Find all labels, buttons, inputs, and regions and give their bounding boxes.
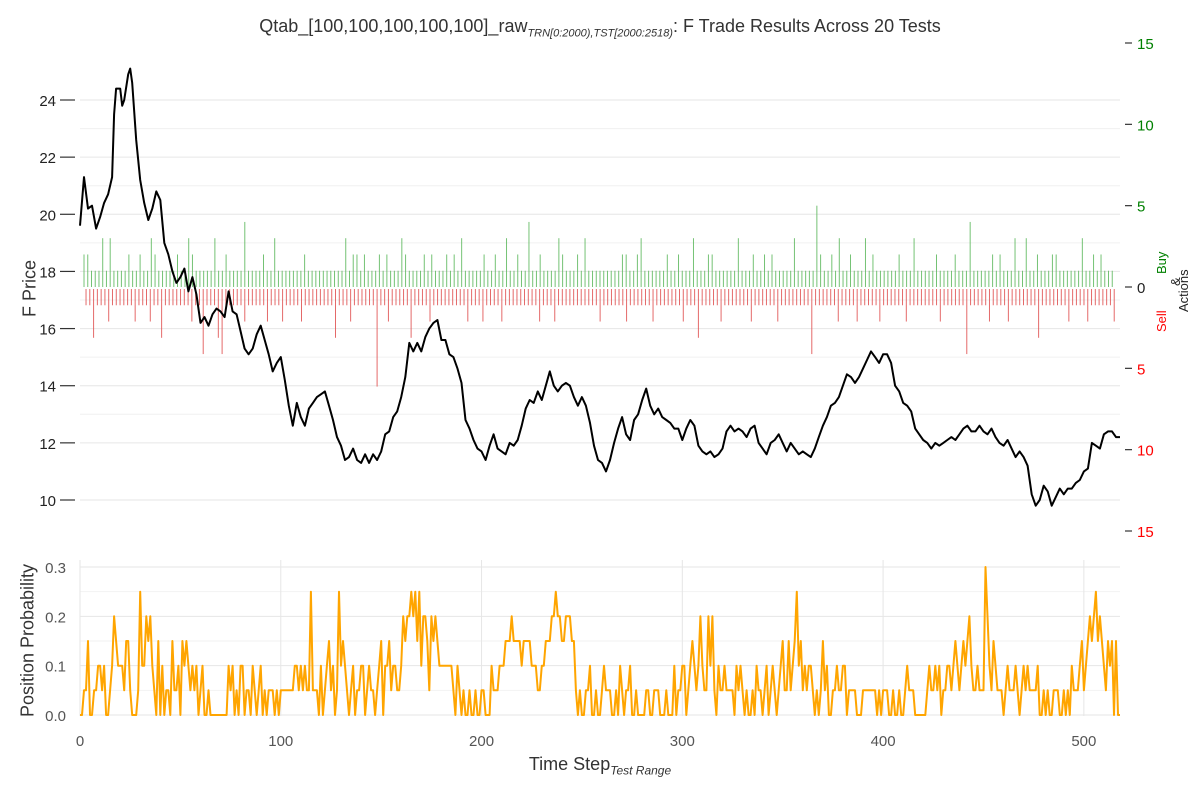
x-tick-label: 300 — [670, 733, 695, 750]
price-tick-label: 20 — [39, 207, 56, 224]
price-tick-label: 12 — [39, 436, 56, 453]
actions-buy-label: Buy — [1154, 251, 1169, 274]
probability-layer — [80, 566, 1120, 716]
x-tick-label: 400 — [871, 733, 896, 750]
price-tick-label: 16 — [39, 322, 56, 339]
actions-axis-label: Sell & Buy Actions — [1142, 248, 1200, 338]
prob-tick-label: 0.1 — [45, 659, 66, 676]
actions-tick-label: 10 — [1137, 117, 1154, 134]
x-tick-label: 200 — [469, 733, 494, 750]
price-series-line — [79, 67, 1120, 507]
actions-tick-label: 15 — [1137, 524, 1154, 541]
actions-tick-label: 0 — [1137, 280, 1145, 297]
chart-title-main: Qtab_[100,100,100,100,100]_raw — [259, 16, 528, 36]
price-tick-label: 18 — [39, 264, 56, 281]
probability-axis-label: Position Probability — [17, 563, 38, 718]
x-tick-label: 100 — [268, 733, 293, 750]
price-tick-label: 10 — [39, 493, 56, 510]
grid-layer — [79, 99, 1120, 716]
actions-tick-label: 10 — [1137, 443, 1154, 460]
chart-title: Qtab_[100,100,100,100,100]_rawTRN[0:2000… — [0, 16, 1200, 40]
price-tick-label: 22 — [39, 150, 56, 167]
price-axis-label: F Price — [19, 260, 40, 318]
x-axis-label-main: Time Step — [528, 754, 611, 774]
x-axis-label: Time StepTest Range — [0, 754, 1200, 778]
prob-tick-label: 0.0 — [45, 708, 66, 725]
actions-tick-label: 15 — [1137, 36, 1154, 53]
price-tick-label: 14 — [39, 379, 56, 396]
probability-series-line — [80, 566, 1120, 716]
actions-tick-label: 5 — [1137, 199, 1145, 216]
chart-title-sub: TRN[0:2000),TST[2000:2518) — [527, 27, 673, 40]
actions-layer — [83, 205, 1115, 387]
actions-sell-label: Sell — [1154, 310, 1169, 332]
x-axis-label-sub: Test Range — [610, 763, 672, 778]
prob-tick-label: 0.2 — [45, 609, 66, 626]
actions-tick-label: 5 — [1137, 361, 1145, 378]
x-tick-label: 500 — [1071, 733, 1096, 750]
ticks-layer: 10 12 14 16 18 20 22 24 15 10 5 0 5 10 15 0.0 0.1 0.2 0.3 0… — [39, 36, 1153, 750]
price-layer — [79, 67, 1120, 507]
prob-tick-label: 0.3 — [45, 560, 66, 577]
chart-title-suffix: : F Trade Results Across 20 Tests — [672, 16, 941, 36]
price-tick-label: 24 — [39, 93, 56, 110]
x-tick-label: 0 — [76, 733, 84, 750]
actions-word-label: Actions — [1176, 269, 1191, 312]
